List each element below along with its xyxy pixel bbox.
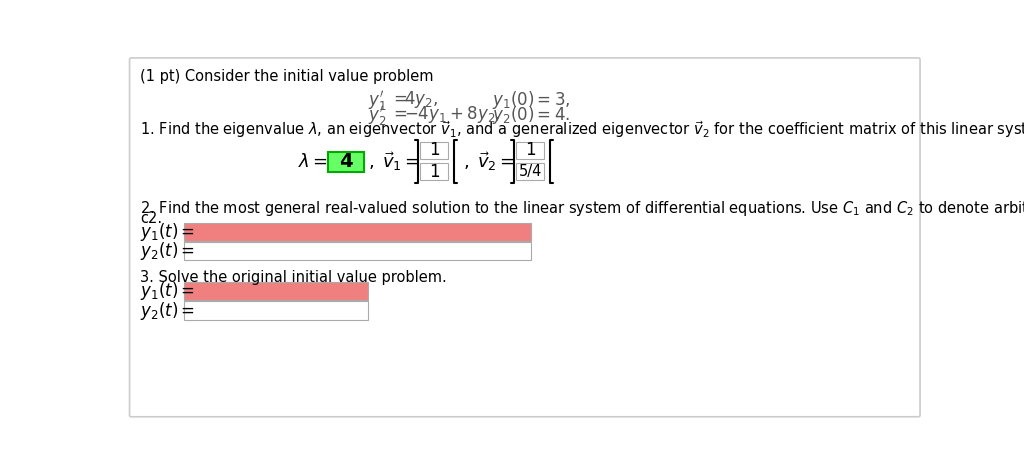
FancyBboxPatch shape	[130, 58, 920, 417]
Text: 1: 1	[429, 141, 439, 159]
FancyBboxPatch shape	[183, 242, 531, 260]
FancyBboxPatch shape	[328, 152, 364, 172]
Text: $,\;\vec{v}_2 =$: $,\;\vec{v}_2 =$	[463, 150, 515, 173]
Text: $y_2(t) =$: $y_2(t) =$	[140, 299, 196, 321]
Text: $y_2(t) =$: $y_2(t) =$	[140, 240, 196, 262]
Text: $=$: $=$	[390, 89, 408, 107]
Text: $y_2(0) = 4.$: $y_2(0) = 4.$	[493, 104, 570, 126]
Text: 5/4: 5/4	[518, 164, 542, 180]
Text: 3. Solve the original initial value problem.: 3. Solve the original initial value prob…	[140, 270, 447, 285]
Text: $y_1(t) =$: $y_1(t) =$	[140, 280, 196, 302]
Text: c2.: c2.	[140, 211, 163, 226]
Text: 1: 1	[429, 163, 439, 181]
Text: (1 pt) Consider the initial value problem: (1 pt) Consider the initial value proble…	[140, 70, 434, 85]
Text: $y_1(0) = 3,$: $y_1(0) = 3,$	[493, 89, 570, 111]
FancyBboxPatch shape	[516, 142, 544, 159]
FancyBboxPatch shape	[183, 301, 369, 320]
FancyBboxPatch shape	[516, 164, 544, 180]
Text: $=$: $=$	[390, 104, 408, 122]
FancyBboxPatch shape	[183, 223, 531, 241]
FancyBboxPatch shape	[420, 142, 449, 159]
FancyBboxPatch shape	[183, 282, 369, 300]
Text: 4: 4	[339, 152, 352, 172]
Text: $,\;\vec{v}_1 =$: $,\;\vec{v}_1 =$	[369, 150, 420, 173]
Text: $y_2'$: $y_2'$	[369, 104, 387, 128]
FancyBboxPatch shape	[420, 164, 449, 180]
Text: $4y_2,$: $4y_2,$	[403, 89, 438, 110]
Text: $-4y_1 + 8y_2,$: $-4y_1 + 8y_2,$	[403, 104, 501, 125]
Text: $y_1(t) =$: $y_1(t) =$	[140, 221, 196, 243]
Text: 2. Find the most general real-valued solution to the linear system of differenti: 2. Find the most general real-valued sol…	[140, 199, 1024, 218]
Text: 1. Find the eigenvalue $\lambda$, an eigenvector $\vec{v}_1$, and a generalized : 1. Find the eigenvalue $\lambda$, an eig…	[140, 119, 1024, 141]
Text: $y_1'$: $y_1'$	[369, 89, 387, 113]
Text: $\lambda = $: $\lambda = $	[299, 153, 329, 171]
Text: 1: 1	[525, 141, 536, 159]
